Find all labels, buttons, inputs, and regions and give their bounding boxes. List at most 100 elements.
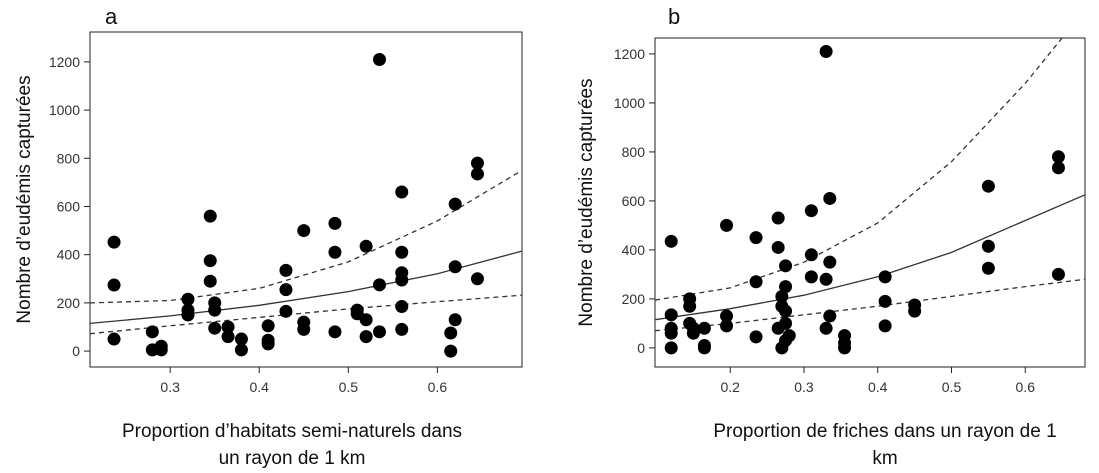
y-tick-label: 1000	[49, 102, 80, 118]
data-point	[819, 321, 833, 335]
data-point	[359, 313, 373, 327]
data-point	[697, 321, 711, 335]
y-tick-label: 400	[622, 242, 646, 258]
data-point	[261, 337, 275, 351]
data-point	[664, 341, 678, 355]
data-point	[234, 332, 248, 346]
data-point	[878, 270, 892, 284]
data-point	[181, 308, 195, 322]
data-point	[804, 270, 818, 284]
data-point	[328, 216, 342, 230]
plot-area	[655, 38, 1085, 332]
data-point	[208, 321, 222, 335]
x-tick-label: 0.5	[339, 379, 359, 395]
confidence-line	[655, 38, 1063, 301]
data-point	[664, 234, 678, 248]
data-point	[395, 245, 409, 259]
data-point	[203, 274, 217, 288]
x-tick-label: 0.4	[250, 379, 270, 395]
y-axis-label: Nombre d’eudémis capturées	[14, 75, 35, 323]
data-point	[804, 204, 818, 218]
data-point	[720, 309, 734, 323]
data-point	[328, 325, 342, 339]
data-point	[1051, 150, 1065, 164]
data-point	[359, 239, 373, 253]
data-point	[686, 326, 700, 340]
y-axis-label: Nombre d’eudémis capturées	[576, 78, 597, 326]
data-point	[981, 239, 995, 253]
data-point	[279, 283, 293, 297]
fit-line	[655, 194, 1085, 321]
y-tick-label: 400	[57, 247, 81, 263]
data-point	[145, 325, 159, 339]
x-axis-label: Proportion d’habitats semi-naturels dans	[122, 421, 462, 442]
x-tick-label: 0.2	[720, 379, 740, 395]
data-point	[819, 44, 833, 58]
data-point	[372, 52, 386, 66]
data-point	[771, 211, 785, 225]
data-point	[664, 326, 678, 340]
data-point	[775, 341, 789, 355]
data-point	[838, 341, 852, 355]
data-point	[470, 156, 484, 170]
data-point	[328, 245, 342, 259]
data-point	[279, 263, 293, 277]
data-point	[107, 332, 121, 346]
y-tick-label: 1200	[614, 46, 645, 62]
data-point	[372, 278, 386, 292]
x-tick-label: 0.6	[428, 379, 448, 395]
data-point	[395, 273, 409, 287]
data-point	[981, 261, 995, 275]
data-point	[279, 304, 293, 318]
data-point	[203, 209, 217, 223]
confidence-line	[655, 278, 1085, 332]
y-tick-label: 600	[622, 193, 646, 209]
data-point	[878, 319, 892, 333]
data-point	[448, 197, 462, 211]
data-point	[683, 299, 697, 313]
data-point	[444, 344, 458, 358]
data-point	[234, 343, 248, 357]
x-axis-label: km	[872, 448, 897, 469]
y-tick-label: 1000	[614, 95, 645, 111]
data-point	[444, 326, 458, 340]
data-point	[261, 319, 275, 333]
data-point	[221, 320, 235, 334]
confidence-line	[90, 169, 522, 304]
y-tick-label: 800	[622, 144, 646, 160]
data-point	[749, 231, 763, 245]
panel: 0 200 400 600 800 1000 1200 0.3 0.4 0.5 0.6 a Nombre…	[14, 4, 523, 469]
y-tick-label: 0	[637, 340, 645, 356]
data-point	[720, 218, 734, 232]
data-point	[823, 255, 837, 269]
y-tick-label: 200	[57, 295, 81, 311]
data-point	[804, 248, 818, 262]
data-point	[107, 278, 121, 292]
x-tick-label: 0.5	[942, 379, 962, 395]
data-point	[720, 319, 734, 333]
data-point	[181, 292, 195, 306]
plot-area	[90, 169, 522, 335]
y-tick-label: 600	[57, 198, 81, 214]
data-point	[819, 272, 833, 286]
data-point	[779, 304, 793, 318]
y-tick-label: 800	[57, 150, 81, 166]
data-point	[470, 167, 484, 181]
plot-frame	[89, 31, 523, 368]
y-tick-label: 0	[72, 343, 80, 359]
data-point	[395, 185, 409, 199]
data-point	[154, 343, 168, 357]
data-point	[878, 294, 892, 308]
panel-label: a	[105, 4, 118, 29]
x-tick-label: 0.4	[868, 379, 888, 395]
data-point	[448, 260, 462, 274]
data-point	[221, 330, 235, 344]
x-tick-label: 0.6	[1016, 379, 1036, 395]
data-point	[664, 308, 678, 322]
y-tick-label: 200	[622, 291, 646, 307]
data-point	[208, 303, 222, 317]
data-point	[297, 322, 311, 336]
data-point	[203, 254, 217, 268]
data-point	[908, 304, 922, 318]
